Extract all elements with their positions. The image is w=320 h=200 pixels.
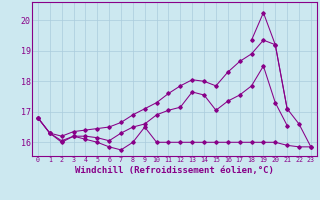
X-axis label: Windchill (Refroidissement éolien,°C): Windchill (Refroidissement éolien,°C) bbox=[75, 166, 274, 175]
